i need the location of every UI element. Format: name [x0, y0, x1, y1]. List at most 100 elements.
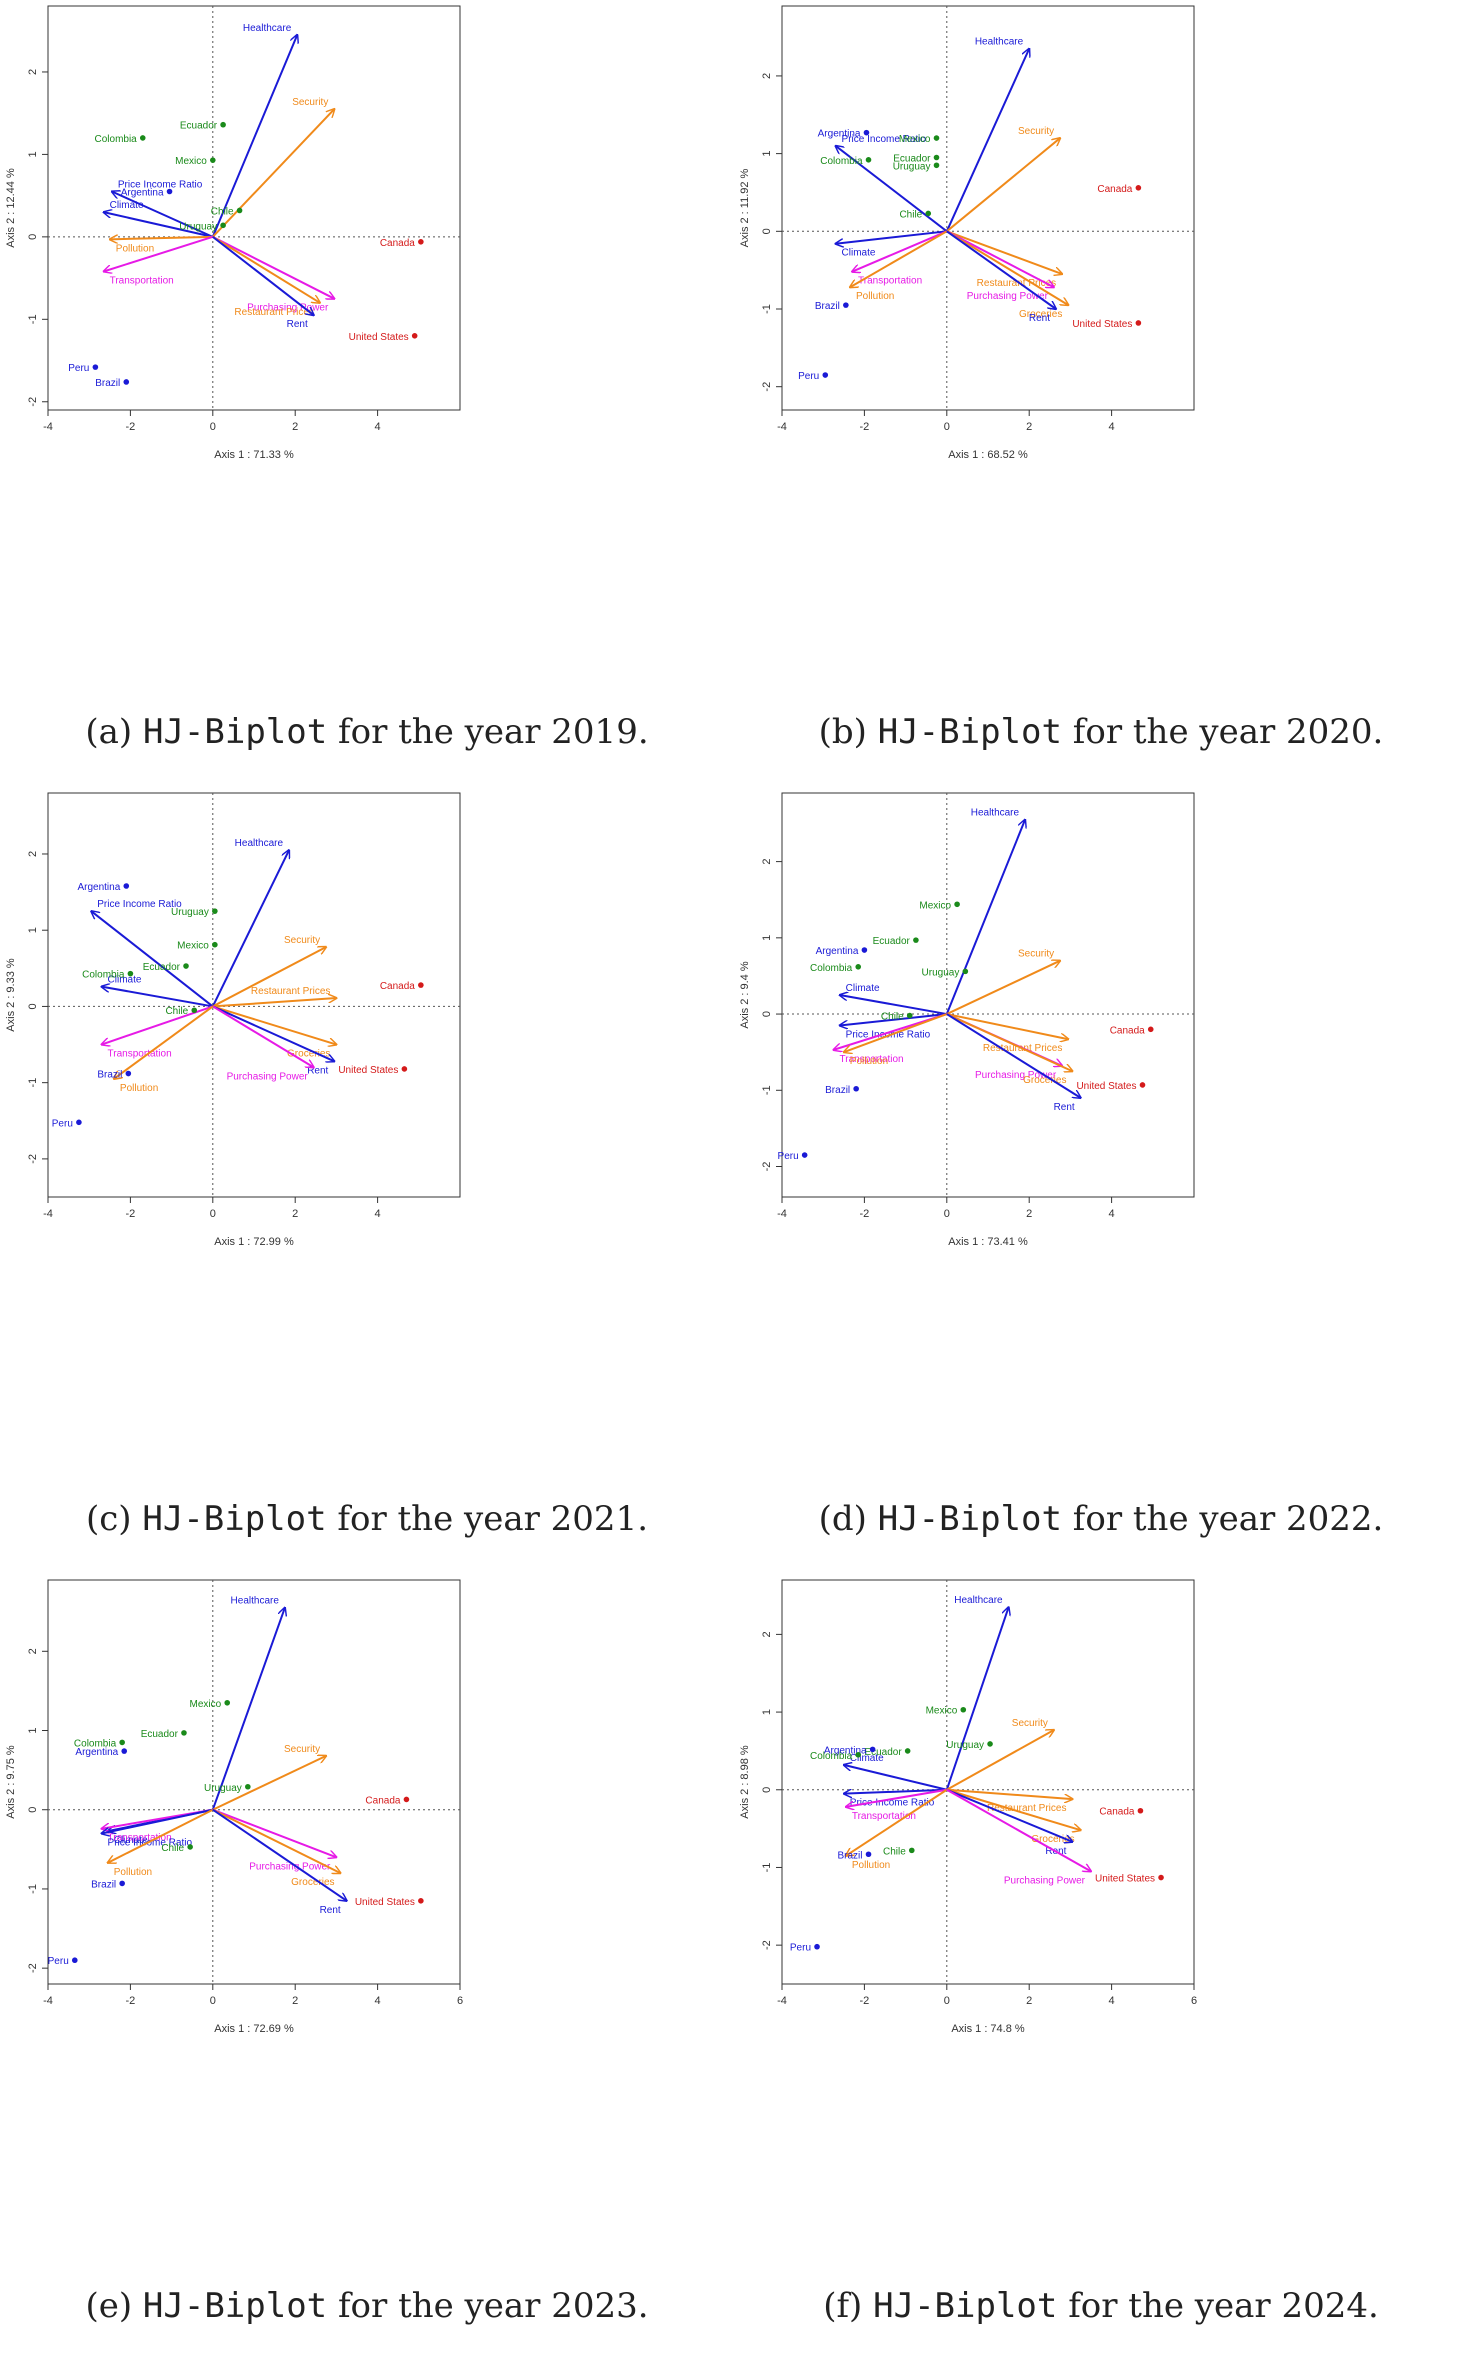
country-label: United States	[1095, 1874, 1155, 1885]
country-point	[191, 1007, 198, 1014]
country-point	[224, 1699, 231, 1706]
variable-arrow	[945, 49, 1029, 232]
variable-arrow	[946, 1013, 1081, 1098]
country-point	[166, 188, 173, 195]
variable-label: Healthcare	[971, 808, 1020, 819]
variable-label: Restaurant Prices	[251, 986, 330, 997]
variable-label: Groceries	[287, 1049, 330, 1060]
y-tick-label: 2	[761, 859, 773, 865]
country-label: Ecuador	[141, 1729, 179, 1740]
x-tick-label: 2	[1026, 1995, 1032, 2007]
variable-label: Pollution	[852, 1860, 890, 1871]
country-point	[411, 332, 418, 339]
country-point	[987, 1741, 993, 1747]
y-tick-label: -1	[27, 1884, 39, 1894]
country-label: Ecuador	[180, 121, 218, 132]
caption-2024: (f) HJ-Biplot for the year 2024.	[734, 2286, 1468, 2326]
variable-arrow	[946, 1788, 1091, 1872]
country-point	[401, 1066, 408, 1072]
country-point	[865, 1851, 872, 1858]
variable-label: Price Income Ratio	[97, 899, 182, 910]
country-label: Argentina	[816, 946, 859, 957]
variable-arrow	[212, 998, 337, 1008]
variable-label: Pollution	[120, 1083, 158, 1094]
country-label: United States	[1076, 1081, 1136, 1092]
variable-arrow	[945, 820, 1025, 1015]
biplot-2023: -4 -2 0 2 4 6 -2 -1 0 1 2 Axis 1 : 72.69 % Axis 2 : …	[5, 1579, 463, 2035]
variable-arrow	[846, 1788, 948, 1856]
x-tick-label: -2	[860, 1208, 870, 1220]
biplot-2019: -4 -2 0 2 4 -2 -1 0 1 2 Axis 1 : 71.33 % Axis 2 : 1…	[5, 5, 461, 461]
variable-arrow	[211, 850, 289, 1007]
country-label: Argentina	[121, 188, 164, 199]
x-axis-title: Axis 1 : 73.41 %	[948, 1236, 1028, 1248]
country-point	[822, 372, 829, 378]
x-tick-label: -4	[777, 1208, 787, 1220]
variable-arrow	[212, 235, 335, 299]
caption-prefix: (d)	[818, 1499, 867, 1539]
country-label: Brazil	[95, 378, 120, 389]
variable-label: Purchasing Power	[1004, 1875, 1086, 1886]
y-tick-label: 2	[761, 73, 773, 79]
y-tick-label: -2	[27, 1154, 39, 1164]
y-tick-label: -1	[761, 304, 773, 314]
variable-arrow	[114, 1005, 214, 1078]
country-label: Canada	[380, 238, 415, 249]
panel-2022: -4 -2 0 2 4 -2 -1 0 1 2 Axis 1 : 73.41 % Axis 2 : 9…	[734, 787, 1468, 1574]
x-tick-label: 6	[457, 1995, 463, 2007]
variable-arrow	[110, 237, 213, 239]
variable-label: Purchasing Power	[247, 303, 329, 314]
country-label: Colombia	[810, 963, 853, 974]
country-point	[933, 154, 940, 161]
caption-text: for the year 2023.	[337, 2286, 649, 2326]
country-point	[123, 883, 130, 889]
caption-prefix: (e)	[85, 2286, 133, 2326]
variable-arrow	[852, 230, 948, 271]
variable-label: Price Income Ratio	[118, 180, 203, 191]
caption-2019: (a) HJ-Biplot for the year 2019.	[0, 712, 734, 752]
country-label: Uruguay	[946, 1740, 984, 1751]
country-label: Chile	[881, 1012, 904, 1023]
country-point	[908, 1847, 915, 1854]
country-label: Colombia	[82, 970, 125, 981]
x-axis-title: Axis 1 : 72.99 %	[214, 1236, 294, 1248]
caption-method: HJ-Biplot	[877, 712, 1062, 752]
country-point	[418, 1898, 424, 1904]
country-point	[814, 1943, 820, 1950]
variable-arrow	[836, 230, 947, 243]
variable-arrow	[946, 1013, 1069, 1039]
variable-arrow	[212, 1005, 337, 1044]
y-tick-label: -2	[761, 1162, 773, 1172]
country-label: Peru	[68, 363, 89, 374]
variable-arrow	[212, 109, 335, 238]
variable-label: Restaurant Prices	[234, 307, 313, 318]
y-tick-label: -2	[761, 382, 773, 392]
variable-label: Healthcare	[231, 1596, 280, 1607]
country-point	[853, 1085, 859, 1092]
variable-arrow	[212, 947, 326, 1008]
y-tick-label: 0	[27, 234, 39, 240]
panel-2019: -4 -2 0 2 4 -2 -1 0 1 2 Axis 1 : 71.33 % Axis 2 : 1…	[0, 0, 734, 787]
variable-label: Climate	[842, 248, 876, 259]
variable-arrow	[846, 1788, 947, 1807]
x-tick-label: -4	[777, 1995, 787, 2007]
country-label: Brazil	[815, 301, 840, 312]
variable-label: Climate	[850, 1753, 884, 1764]
panel-2021: -4 -2 0 2 4 -2 -1 0 1 2 Axis 1 : 72.99 % Axis 2 : 9…	[0, 787, 734, 1574]
y-axis-title: Axis 2 : 8.98 %	[739, 1745, 751, 1819]
plot-frame	[47, 1579, 461, 1985]
x-tick-label: 2	[292, 1995, 298, 2007]
y-tick-label: -1	[27, 1078, 39, 1088]
country-label: Chile	[165, 1006, 188, 1017]
variable-arrow	[212, 1808, 341, 1873]
variable-label: Healthcare	[954, 1595, 1003, 1606]
variable-arrow	[946, 1788, 1081, 1830]
country-label: Canada	[365, 1795, 400, 1806]
country-label: Peru	[790, 1943, 811, 1954]
x-axis-title: Axis 1 : 68.52 %	[948, 449, 1028, 461]
variable-label: Climate	[846, 983, 880, 994]
x-axis-title: Axis 1 : 72.69 %	[214, 2023, 294, 2035]
variable-arrow	[104, 212, 214, 238]
variable-arrow	[102, 1808, 214, 1834]
country-point	[212, 908, 218, 914]
